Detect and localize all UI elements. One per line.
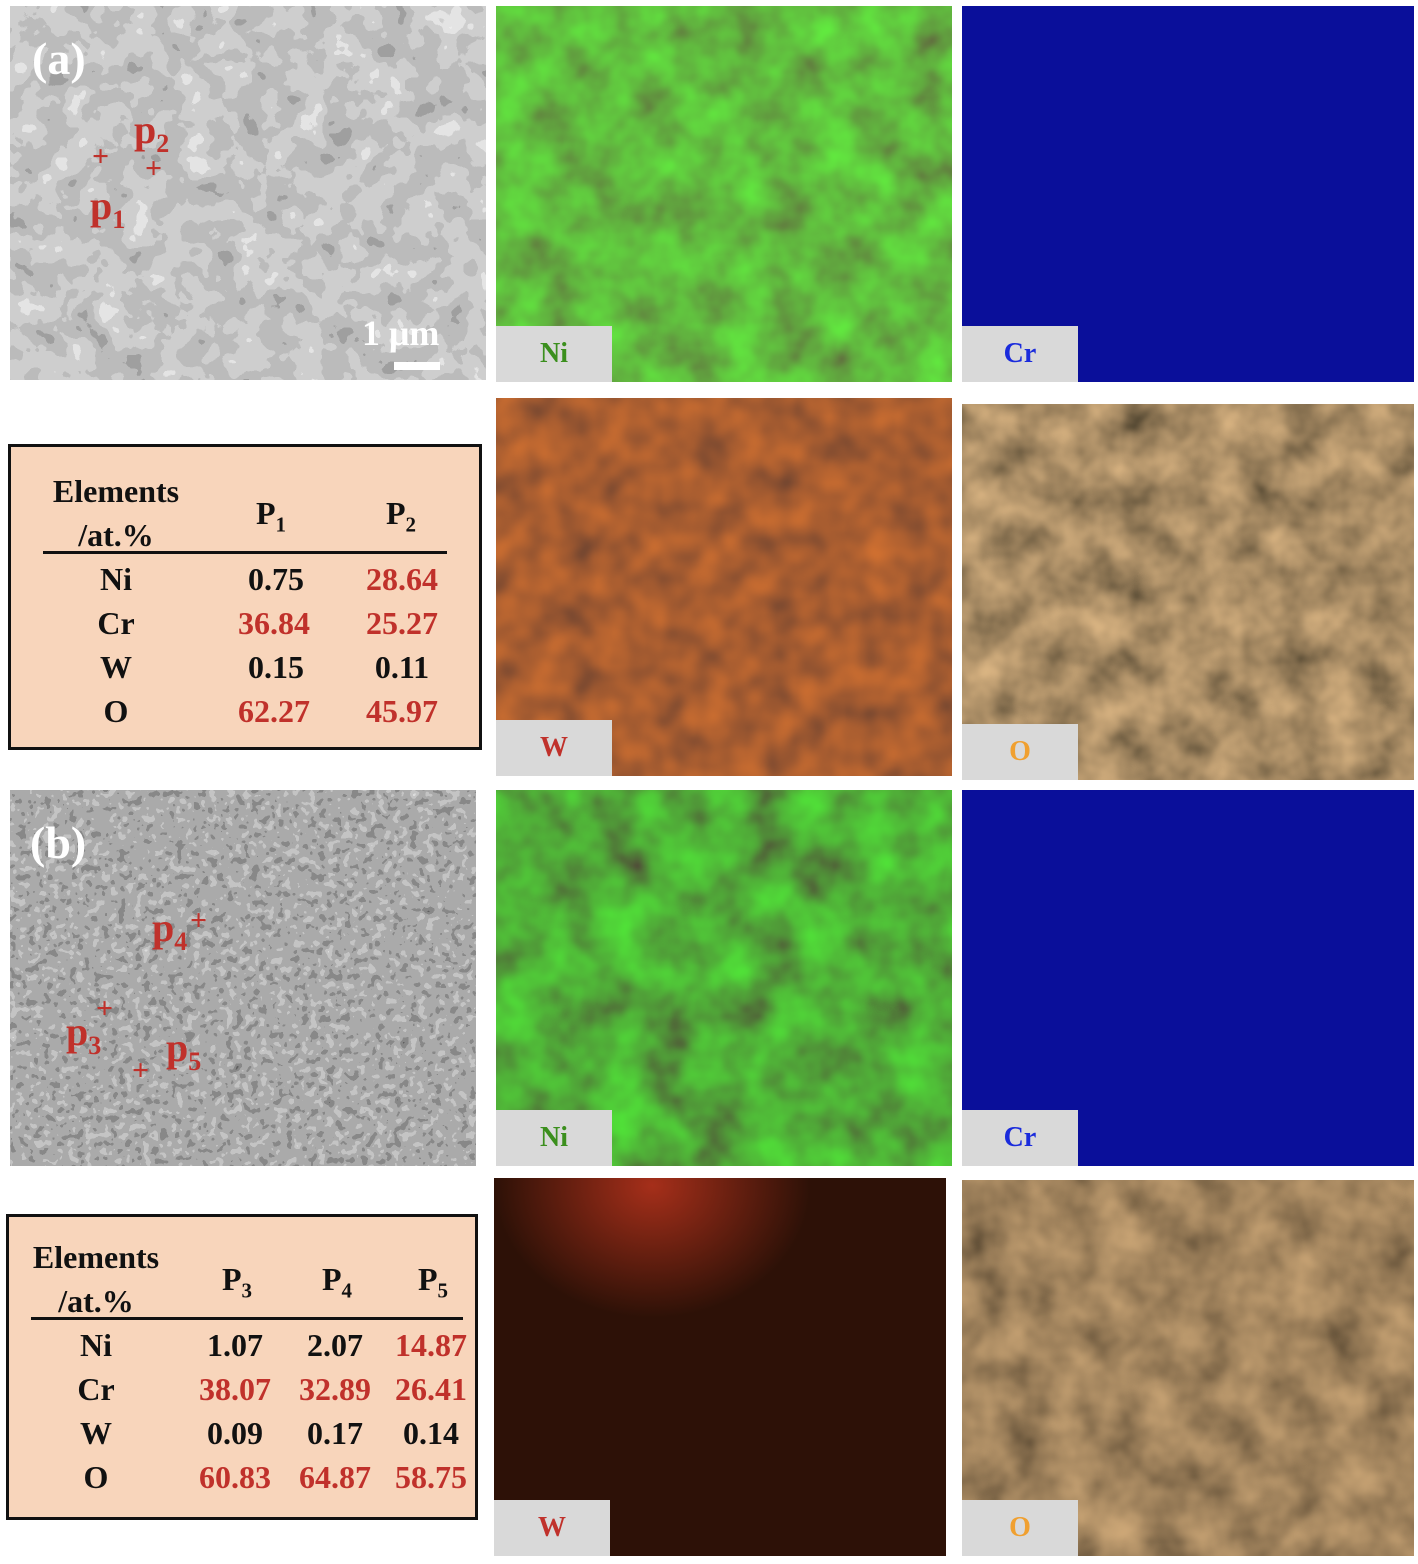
map-label-o-b: O xyxy=(962,1500,1078,1556)
map-ni-a: Ni xyxy=(496,6,952,382)
point-marker-p3: + xyxy=(96,992,114,1025)
point-marker-p2: + xyxy=(145,152,163,185)
map-label-w-a: W xyxy=(496,720,612,776)
map-label-cr-a: Cr xyxy=(962,326,1078,382)
panel-label-a: (a) xyxy=(32,33,86,84)
table-b-header-elements: Elements xyxy=(32,1239,160,1275)
sem-image-b: (b) p4 + + p3 p5 + xyxy=(10,790,476,1166)
sem-texture-b xyxy=(10,790,476,1166)
scale-bar-label: 1 μm xyxy=(362,313,440,353)
table-a-cell: 25.27 xyxy=(366,605,438,641)
table-b-row-cr: Cr xyxy=(77,1371,115,1407)
map-label-ni-a: Ni xyxy=(496,326,612,382)
table-b-row-o: O xyxy=(83,1459,109,1495)
table-b-col-p3: P3 xyxy=(221,1261,253,1303)
table-b-rule xyxy=(31,1317,463,1320)
table-a-rule xyxy=(43,551,447,554)
table-b-cell: 38.07 xyxy=(199,1371,271,1407)
table-a-cell: 45.97 xyxy=(366,693,438,729)
table-a-row-o: O xyxy=(103,693,129,729)
sem-image-a: (a) + + p2 p1 1 μm xyxy=(10,6,486,380)
table-a-row-w: W xyxy=(100,649,132,685)
table-a-header-unit: /at.% xyxy=(78,517,154,553)
map-label-w-b: W xyxy=(494,1500,610,1556)
map-w-b: W xyxy=(494,1178,946,1556)
table-a-header-elements: Elements xyxy=(52,473,180,509)
point-label-p4: p4 xyxy=(152,905,188,956)
map-label-ni-b: Ni xyxy=(496,1110,612,1166)
point-marker-p1: + xyxy=(92,140,110,173)
table-a-row-cr: Cr xyxy=(97,605,135,641)
composition-table-b: Elements /at.% P3 P4 P5 Ni 1.07 2.07 14.… xyxy=(6,1214,478,1520)
point-label-p3: p3 xyxy=(66,1009,102,1060)
table-b-row-w: W xyxy=(80,1415,112,1451)
map-o-a: O xyxy=(962,404,1414,780)
table-a-cell: 0.75 xyxy=(248,561,304,597)
sem-texture-a xyxy=(10,6,486,380)
table-b-col-p5: P5 xyxy=(417,1261,449,1303)
composition-table-a: Elements /at.% P1 P2 Ni 0.75 28.64 Cr 36… xyxy=(8,444,482,750)
table-b-col-p4: P4 xyxy=(321,1261,353,1303)
table-b-cell: 14.87 xyxy=(395,1327,467,1363)
map-label-o-a: O xyxy=(962,724,1078,780)
table-b-cell: 32.89 xyxy=(299,1371,371,1407)
table-a-col-p2: P2 xyxy=(385,495,417,537)
map-cr-b: Cr xyxy=(962,790,1414,1166)
table-b-cell: 26.41 xyxy=(395,1371,467,1407)
table-b-cell: 0.09 xyxy=(207,1415,263,1451)
table-a-cell: 0.15 xyxy=(248,649,304,685)
map-label-cr-b: Cr xyxy=(962,1110,1078,1166)
point-label-p5: p5 xyxy=(166,1025,202,1076)
table-b-row-ni: Ni xyxy=(80,1327,112,1363)
map-o-b: O xyxy=(962,1180,1414,1556)
table-b-cell: 2.07 xyxy=(307,1327,363,1363)
scale-bar xyxy=(394,362,440,370)
table-a-cell: 62.27 xyxy=(238,693,310,729)
table-b-cell: 60.83 xyxy=(199,1459,271,1495)
point-label-p1: p1 xyxy=(90,183,126,234)
table-a-col-p1: P1 xyxy=(255,495,287,537)
point-marker-p4: + xyxy=(190,904,208,937)
panel-label-b: (b) xyxy=(30,817,87,868)
table-b-cell: 1.07 xyxy=(207,1327,263,1363)
table-b-header-unit: /at.% xyxy=(58,1283,134,1319)
point-label-p2: p2 xyxy=(134,107,170,158)
table-a-cell: 28.64 xyxy=(366,561,438,597)
table-a-row-ni: Ni xyxy=(100,561,132,597)
table-b-cell: 0.17 xyxy=(307,1415,363,1451)
table-b-cell: 0.14 xyxy=(403,1415,459,1451)
map-w-a: W xyxy=(496,398,952,776)
map-cr-a: Cr xyxy=(962,6,1414,382)
table-a-cell: 0.11 xyxy=(374,649,430,685)
map-ni-b: Ni xyxy=(496,790,952,1166)
point-marker-p5: + xyxy=(132,1054,150,1087)
table-b-cell: 64.87 xyxy=(299,1459,371,1495)
table-a-cell: 36.84 xyxy=(238,605,310,641)
table-b-cell: 58.75 xyxy=(395,1459,467,1495)
